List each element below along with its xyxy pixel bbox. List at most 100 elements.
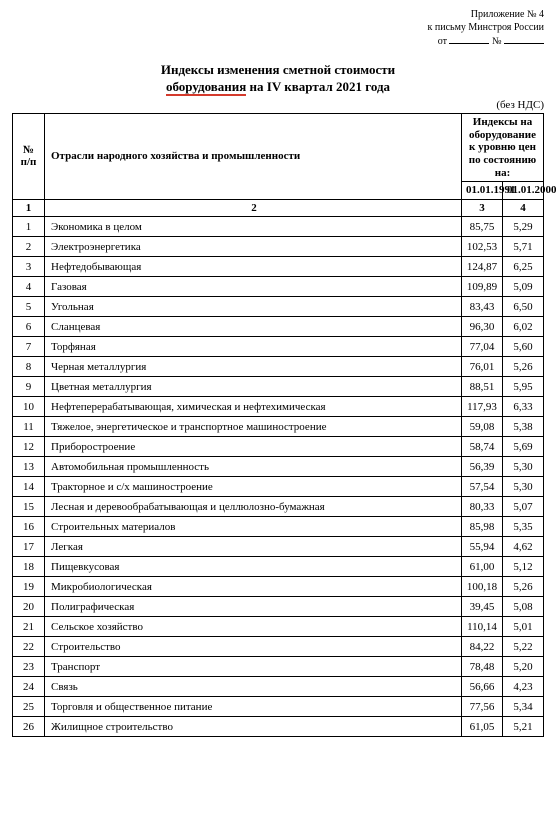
row-num: 19: [13, 577, 45, 597]
row-name: Угольная: [45, 297, 462, 317]
row-num: 17: [13, 537, 45, 557]
title-underlined: оборудования: [166, 79, 246, 96]
table-row: 26Жилищное строительство61,055,21: [13, 717, 544, 737]
row-name: Черная металлургия: [45, 357, 462, 377]
row-name: Пищевкусовая: [45, 557, 462, 577]
table-row: 19Микробиологическая100,185,26: [13, 577, 544, 597]
row-val-2000: 5,29: [503, 217, 544, 237]
table-row: 2Электроэнергетика102,535,71: [13, 237, 544, 257]
row-val-1991: 109,89: [462, 277, 503, 297]
row-val-2000: 5,01: [503, 617, 544, 637]
row-num: 24: [13, 677, 45, 697]
row-num: 14: [13, 477, 45, 497]
row-name: Сельское хозяйство: [45, 617, 462, 637]
header-name: Отрасли народного хозяйства и промышленн…: [45, 114, 462, 200]
header-col3: 01.01.1991: [462, 182, 503, 200]
table-row: 18Пищевкусовая61,005,12: [13, 557, 544, 577]
row-val-1991: 56,39: [462, 457, 503, 477]
row-val-1991: 57,54: [462, 477, 503, 497]
row-val-2000: 5,22: [503, 637, 544, 657]
row-num: 3: [13, 257, 45, 277]
row-val-2000: 5,26: [503, 577, 544, 597]
row-val-1991: 55,94: [462, 537, 503, 557]
table-row: 15Лесная и деревообрабатывающая и целлюл…: [13, 497, 544, 517]
row-val-2000: 6,02: [503, 317, 544, 337]
row-num: 25: [13, 697, 45, 717]
row-name: Приборостроение: [45, 437, 462, 457]
header-num-2: 2: [45, 199, 462, 217]
row-name: Лесная и деревообрабатывающая и целлюлоз…: [45, 497, 462, 517]
row-name: Торговля и общественное питание: [45, 697, 462, 717]
header-num-4: 4: [503, 199, 544, 217]
row-num: 1: [13, 217, 45, 237]
row-val-1991: 124,87: [462, 257, 503, 277]
table-row: 8Черная металлургия76,015,26: [13, 357, 544, 377]
header-col4: 01.01.2000: [503, 182, 544, 200]
row-name: Полиграфическая: [45, 597, 462, 617]
table-row: 7Торфяная77,045,60: [13, 337, 544, 357]
index-table: № п/п Отрасли народного хозяйства и пром…: [12, 113, 544, 737]
row-val-1991: 61,05: [462, 717, 503, 737]
row-val-2000: 5,38: [503, 417, 544, 437]
row-num: 13: [13, 457, 45, 477]
table-row: 10Нефтеперерабатывающая, химическая и не…: [13, 397, 544, 417]
row-num: 6: [13, 317, 45, 337]
row-val-2000: 4,23: [503, 677, 544, 697]
row-name: Тракторное и с/х машиностроение: [45, 477, 462, 497]
header-line-3: от №: [12, 34, 544, 48]
blank-number: [504, 34, 544, 44]
row-num: 7: [13, 337, 45, 357]
table-row: 20Полиграфическая39,455,08: [13, 597, 544, 617]
row-num: 9: [13, 377, 45, 397]
row-num: 2: [13, 237, 45, 257]
row-val-2000: 5,21: [503, 717, 544, 737]
blank-date: [449, 34, 489, 44]
row-num: 16: [13, 517, 45, 537]
table-row: 16Строительных материалов85,985,35: [13, 517, 544, 537]
table-row: 3Нефтедобывающая124,876,25: [13, 257, 544, 277]
row-val-2000: 5,69: [503, 437, 544, 457]
row-val-1991: 88,51: [462, 377, 503, 397]
row-num: 22: [13, 637, 45, 657]
table-row: 23Транспорт78,485,20: [13, 657, 544, 677]
row-name: Газовая: [45, 277, 462, 297]
row-val-1991: 96,30: [462, 317, 503, 337]
row-val-1991: 102,53: [462, 237, 503, 257]
row-val-1991: 85,98: [462, 517, 503, 537]
row-name: Микробиологическая: [45, 577, 462, 597]
row-name: Электроэнергетика: [45, 237, 462, 257]
table-row: 21Сельское хозяйство110,145,01: [13, 617, 544, 637]
row-name: Сланцевая: [45, 317, 462, 337]
row-name: Тяжелое, энергетическое и транспортное м…: [45, 417, 462, 437]
row-val-2000: 5,26: [503, 357, 544, 377]
row-name: Строительство: [45, 637, 462, 657]
row-val-1991: 59,08: [462, 417, 503, 437]
row-name: Строительных материалов: [45, 517, 462, 537]
table-row: 13Автомобильная промышленность56,395,30: [13, 457, 544, 477]
row-val-2000: 5,71: [503, 237, 544, 257]
title-line-2: оборудования на IV квартал 2021 года: [12, 79, 544, 95]
row-val-2000: 5,09: [503, 277, 544, 297]
row-val-2000: 5,30: [503, 477, 544, 497]
table-head: № п/п Отрасли народного хозяйства и пром…: [13, 114, 544, 217]
title-rest: на IV квартал 2021 года: [246, 79, 390, 94]
row-val-1991: 39,45: [462, 597, 503, 617]
row-val-2000: 5,30: [503, 457, 544, 477]
row-val-1991: 61,00: [462, 557, 503, 577]
row-val-2000: 5,34: [503, 697, 544, 717]
table-row: 25Торговля и общественное питание77,565,…: [13, 697, 544, 717]
row-name: Жилищное строительство: [45, 717, 462, 737]
row-num: 11: [13, 417, 45, 437]
row-val-2000: 5,95: [503, 377, 544, 397]
row-name: Легкая: [45, 537, 462, 557]
row-val-1991: 85,75: [462, 217, 503, 237]
header-line-2: к письму Минстроя России: [12, 21, 544, 34]
row-val-1991: 76,01: [462, 357, 503, 377]
table-row: 11Тяжелое, энергетическое и транспортное…: [13, 417, 544, 437]
table-row: 6Сланцевая96,306,02: [13, 317, 544, 337]
row-val-2000: 5,60: [503, 337, 544, 357]
row-num: 10: [13, 397, 45, 417]
row-name: Экономика в целом: [45, 217, 462, 237]
table-row: 14Тракторное и с/х машиностроение57,545,…: [13, 477, 544, 497]
header-num-1: 1: [13, 199, 45, 217]
